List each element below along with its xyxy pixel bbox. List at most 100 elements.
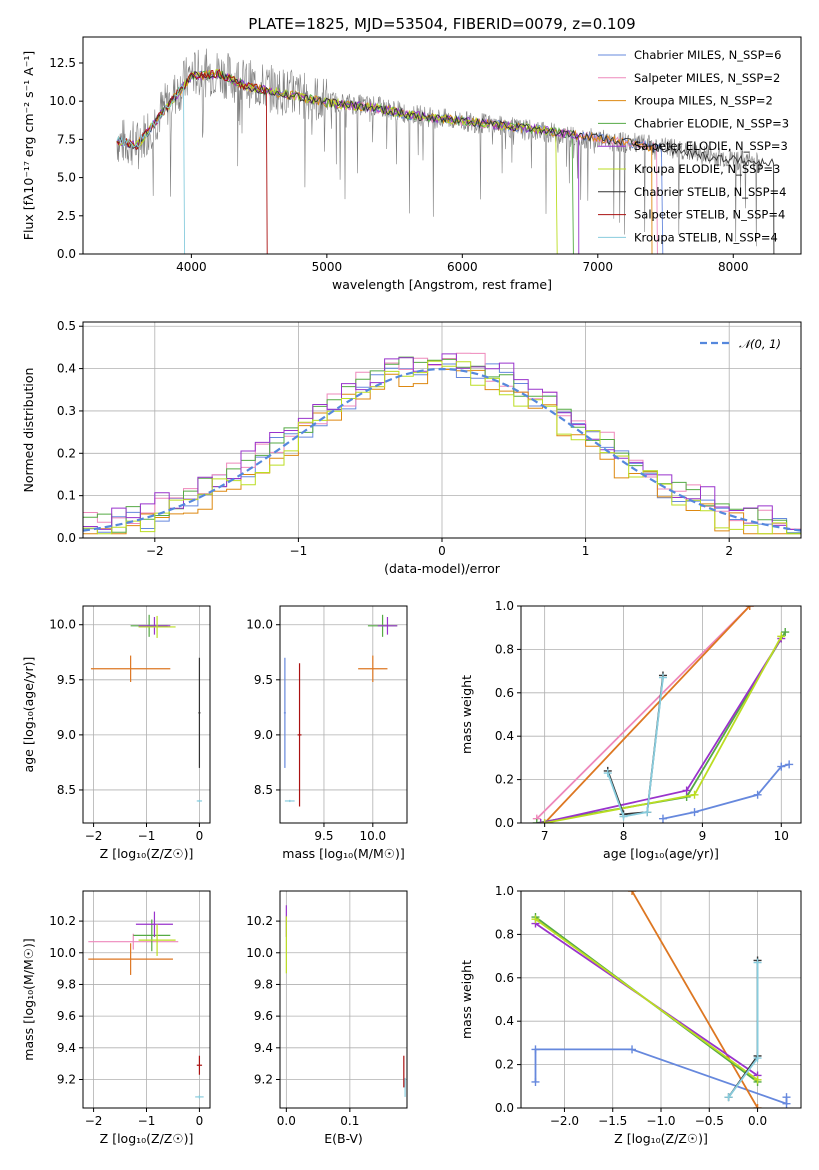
x-tick-label: 0.0	[277, 1114, 296, 1128]
y-tick-label: 12.5	[49, 56, 76, 70]
errorbar-point	[135, 911, 173, 937]
y-tick-label: 0.5	[57, 319, 76, 333]
plus-marker	[782, 1093, 791, 1102]
weight-line	[534, 918, 759, 1081]
axes-decoration: −2 −1 0 1 2 0.0 0.1 0.2 0.3 0.4 0.5 (data-model)/er…	[21, 319, 802, 576]
y-tick-label: 0.3	[57, 404, 76, 418]
errorbar-point	[138, 924, 176, 956]
x-tick-label: 7	[541, 829, 549, 843]
legend-entry: Chabrier MILES, N_SSP=6	[634, 48, 781, 62]
legend-entry: Kroupa ELODIE, N_SSP=3	[634, 162, 780, 176]
errorbar-point	[90, 655, 171, 683]
y-tick-label: 0.0	[495, 816, 514, 830]
plus-marker	[531, 915, 540, 924]
weight-line	[544, 606, 751, 823]
plus-marker	[628, 1045, 637, 1054]
plot-area	[88, 911, 204, 1099]
plus-marker	[785, 760, 794, 769]
panel-8: −2.0 −1.5 −1.0 −0.5 0.0 0.0 0.2 0.4 0.6 0.8 1.0 Z […	[459, 884, 802, 1146]
errorbar-point	[196, 1055, 203, 1075]
chart-title: PLATE=1825, MJD=53504, FIBERID=0079, z=0…	[248, 15, 635, 33]
plus-marker	[690, 808, 699, 817]
panel-5: 7 8 9 10 0.0 0.2 0.4 0.6 0.8 1.0 age [log₁₀(age/yr…	[459, 599, 802, 861]
y-tick-label: 9.6	[254, 1009, 273, 1023]
x-tick-label: −2	[85, 829, 103, 843]
y-tick-label: 9.0	[254, 728, 273, 742]
y-tick-label: 10.0	[49, 94, 76, 108]
x-axis-label: mass [log₁₀(M/M☉)]	[282, 846, 404, 861]
y-tick-label: 9.5	[57, 673, 76, 687]
plus-marker	[540, 819, 549, 823]
plus-marker	[690, 790, 699, 799]
y-tick-label: 9.2	[254, 1072, 273, 1086]
x-axis-label: Z [log₁₀(Z/Z☉)]	[614, 1131, 708, 1146]
x-tick-label: −2.0	[550, 1114, 579, 1128]
x-tick-label: 4000	[176, 260, 207, 274]
x-tick-label: −0.5	[695, 1114, 724, 1128]
x-tick-label: 6000	[447, 260, 478, 274]
plus-marker	[753, 1054, 762, 1063]
plus-marker	[745, 606, 754, 610]
errorbar-point	[358, 655, 388, 683]
legend-entry: 𝒩(0, 1)	[739, 337, 781, 351]
y-tick-label: 9.2	[57, 1072, 76, 1086]
plus-marker	[532, 819, 541, 823]
plus-marker	[658, 673, 667, 682]
y-tick-label: 0.4	[57, 362, 76, 376]
panel-3: −2 −1 0 8.5 9.0 9.5 10.0 Z [log₁₀(Z/Z☉)] age [lo…	[21, 605, 211, 861]
plus-marker	[724, 1093, 733, 1102]
plot-area	[283, 614, 398, 807]
axes-frame	[279, 605, 408, 824]
legend: Chabrier MILES, N_SSP=6 Salpeter MILES, N…	[598, 48, 789, 244]
plus-marker	[536, 819, 545, 823]
y-tick-label: 10.0	[246, 618, 273, 632]
y-tick-label: 0.0	[495, 1101, 514, 1115]
errorbar-point	[138, 615, 176, 638]
errorbar-point	[198, 657, 201, 768]
errorbar-point	[195, 1095, 204, 1099]
axes-decoration: 4000 5000 6000 7000 8000 0.0 2.5 5.0 7.5 10.0 12.5…	[21, 15, 802, 292]
model-spectrum-line	[116, 85, 186, 254]
y-tick-label: 10.0	[49, 946, 76, 960]
histogram-step	[83, 360, 801, 535]
plot-area	[531, 891, 791, 1108]
model-spectrum-line	[116, 70, 775, 254]
panel-4: 9.5 10.0 8.5 9.0 9.5 10.0 mass [log₁₀(M/M☉)]	[246, 605, 408, 861]
y-tick-label: 9.8	[254, 977, 273, 991]
x-tick-label: 8000	[718, 260, 749, 274]
y-tick-label: 0.1	[57, 489, 76, 503]
axes-decoration: 7 8 9 10 0.0 0.2 0.4 0.6 0.8 1.0 age [log₁₀(age/yr…	[459, 599, 802, 861]
x-tick-label: 1	[582, 544, 590, 558]
model-spectrum-line	[116, 70, 658, 254]
plot-area	[116, 48, 775, 254]
y-axis-label: mass weight	[459, 675, 474, 754]
legend-entry: Kroupa STELIB, N_SSP=4	[634, 230, 778, 244]
panel-6: −2 −1 0 9.2 9.4 9.6 9.8 10.0 10.2 Z [log₁₀(Z/Z☉)]…	[21, 890, 211, 1146]
y-tick-label: 10.0	[49, 618, 76, 632]
errorbar-point	[283, 657, 286, 768]
axes-decoration: 0.0 0.1 9.2 9.4 9.6 9.8 10.0 10.2 E(B-V)	[246, 890, 408, 1146]
y-tick-label: 0.0	[57, 247, 76, 261]
plus-marker	[628, 891, 637, 895]
axes-frame	[279, 890, 408, 1109]
errorbar-point	[377, 617, 398, 635]
x-axis-label: age [log₁₀(age/yr)]	[603, 846, 719, 861]
x-axis-label: Z [log₁₀(Z/Z☉)]	[100, 846, 194, 861]
x-tick-label: 10	[774, 829, 789, 843]
y-tick-label: 0.6	[495, 971, 514, 985]
y-tick-label: 10.2	[246, 914, 273, 928]
x-tick-label: 10.0	[359, 829, 386, 843]
x-tick-label: 0.0	[748, 1114, 767, 1128]
plus-marker	[753, 1104, 762, 1108]
y-tick-label: 2.5	[57, 209, 76, 223]
plus-marker	[777, 632, 786, 641]
y-tick-label: 9.5	[254, 673, 273, 687]
plot-area	[532, 606, 794, 823]
weight-line	[540, 638, 783, 823]
y-tick-label: 0.0	[57, 531, 76, 545]
errorbar-point	[88, 933, 179, 950]
plus-marker	[777, 762, 786, 771]
plus-marker	[603, 769, 612, 778]
axes-decoration: −2 −1 0 8.5 9.0 9.5 10.0 Z [log₁₀(Z/Z☉)] age [lo…	[21, 605, 211, 861]
